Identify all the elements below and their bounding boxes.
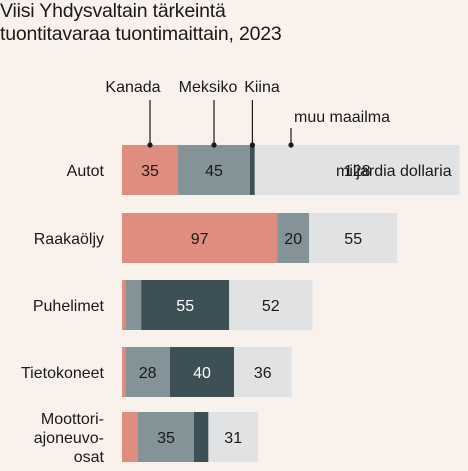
chart-title-line-2: tuontitavaraa tuontimaittain, 2023 <box>0 23 282 45</box>
legend-label-muu-maailma: muu maailma <box>294 109 390 126</box>
legend-leader-dot-muu-maailma <box>288 142 294 148</box>
data-label-muu-maailma-0: 128 <box>344 163 371 180</box>
data-label-muu-maailma-2: 52 <box>262 298 280 315</box>
category-label-4-0: Moottori- <box>41 411 104 428</box>
data-label-meksiko-4: 35 <box>157 430 175 447</box>
legend-label-meksiko: Meksiko <box>179 79 238 96</box>
data-label-kanada-1: 97 <box>191 231 209 248</box>
data-label-muu-maailma-4: 31 <box>224 430 242 447</box>
bar-kiina-2 <box>141 280 230 330</box>
chart-title: Viisi Yhdysvaltain tärkeintä tuontitavar… <box>0 0 460 46</box>
chart-title-line-1: Viisi Yhdysvaltain tärkeintä <box>0 0 226 22</box>
category-label-4-2: osat <box>74 449 105 466</box>
data-label-kiina-3: 40 <box>193 365 211 382</box>
bar-kiina-3 <box>170 347 234 397</box>
bar-muu-maailma-0 <box>254 145 460 195</box>
bar-kanada-2 <box>122 280 126 330</box>
legend-leader-dot-meksiko <box>211 142 217 148</box>
bar-meksiko-2 <box>125 280 142 330</box>
legend-leader-dot-kanada <box>147 142 153 148</box>
bar-meksiko-0 <box>178 145 250 195</box>
data-label-kiina-2: 55 <box>176 298 194 315</box>
bar-muu-maailma-4 <box>208 412 258 462</box>
category-label-2-0: Puhelimet <box>33 298 105 315</box>
bar-muu-maailma-1 <box>309 213 398 263</box>
bar-kanada-3 <box>122 347 126 397</box>
unit-label: miljardia dollaria <box>336 163 452 180</box>
category-label-1-0: Raakaöljy <box>34 231 104 248</box>
bar-muu-maailma-2 <box>229 280 313 330</box>
data-label-muu-maailma-1: 55 <box>344 231 362 248</box>
legend-leader-dot-kiina <box>249 142 255 148</box>
bar-meksiko-4 <box>138 412 194 462</box>
bar-muu-maailma-3 <box>234 347 292 397</box>
data-label-meksiko-3: 28 <box>139 365 157 382</box>
data-label-meksiko-0: 45 <box>205 163 223 180</box>
category-label-4-1: ajoneuvo- <box>34 430 104 447</box>
legend-label-kiina: Kiina <box>244 79 280 96</box>
bar-kanada-0 <box>122 145 178 195</box>
bar-kanada-1 <box>122 213 278 263</box>
bar-kiina-0 <box>250 145 255 195</box>
data-label-muu-maailma-3: 36 <box>254 365 272 382</box>
category-label-0-0: Autot <box>67 163 105 180</box>
bar-kiina-4 <box>194 412 209 462</box>
category-label-3-0: Tietokoneet <box>21 365 105 382</box>
bar-meksiko-3 <box>125 347 170 397</box>
legend-label-kanada: Kanada <box>105 79 160 96</box>
data-label-meksiko-1: 20 <box>284 231 302 248</box>
bar-meksiko-1 <box>277 213 310 263</box>
data-label-kanada-0: 35 <box>141 163 159 180</box>
bar-kanada-4 <box>122 412 138 462</box>
